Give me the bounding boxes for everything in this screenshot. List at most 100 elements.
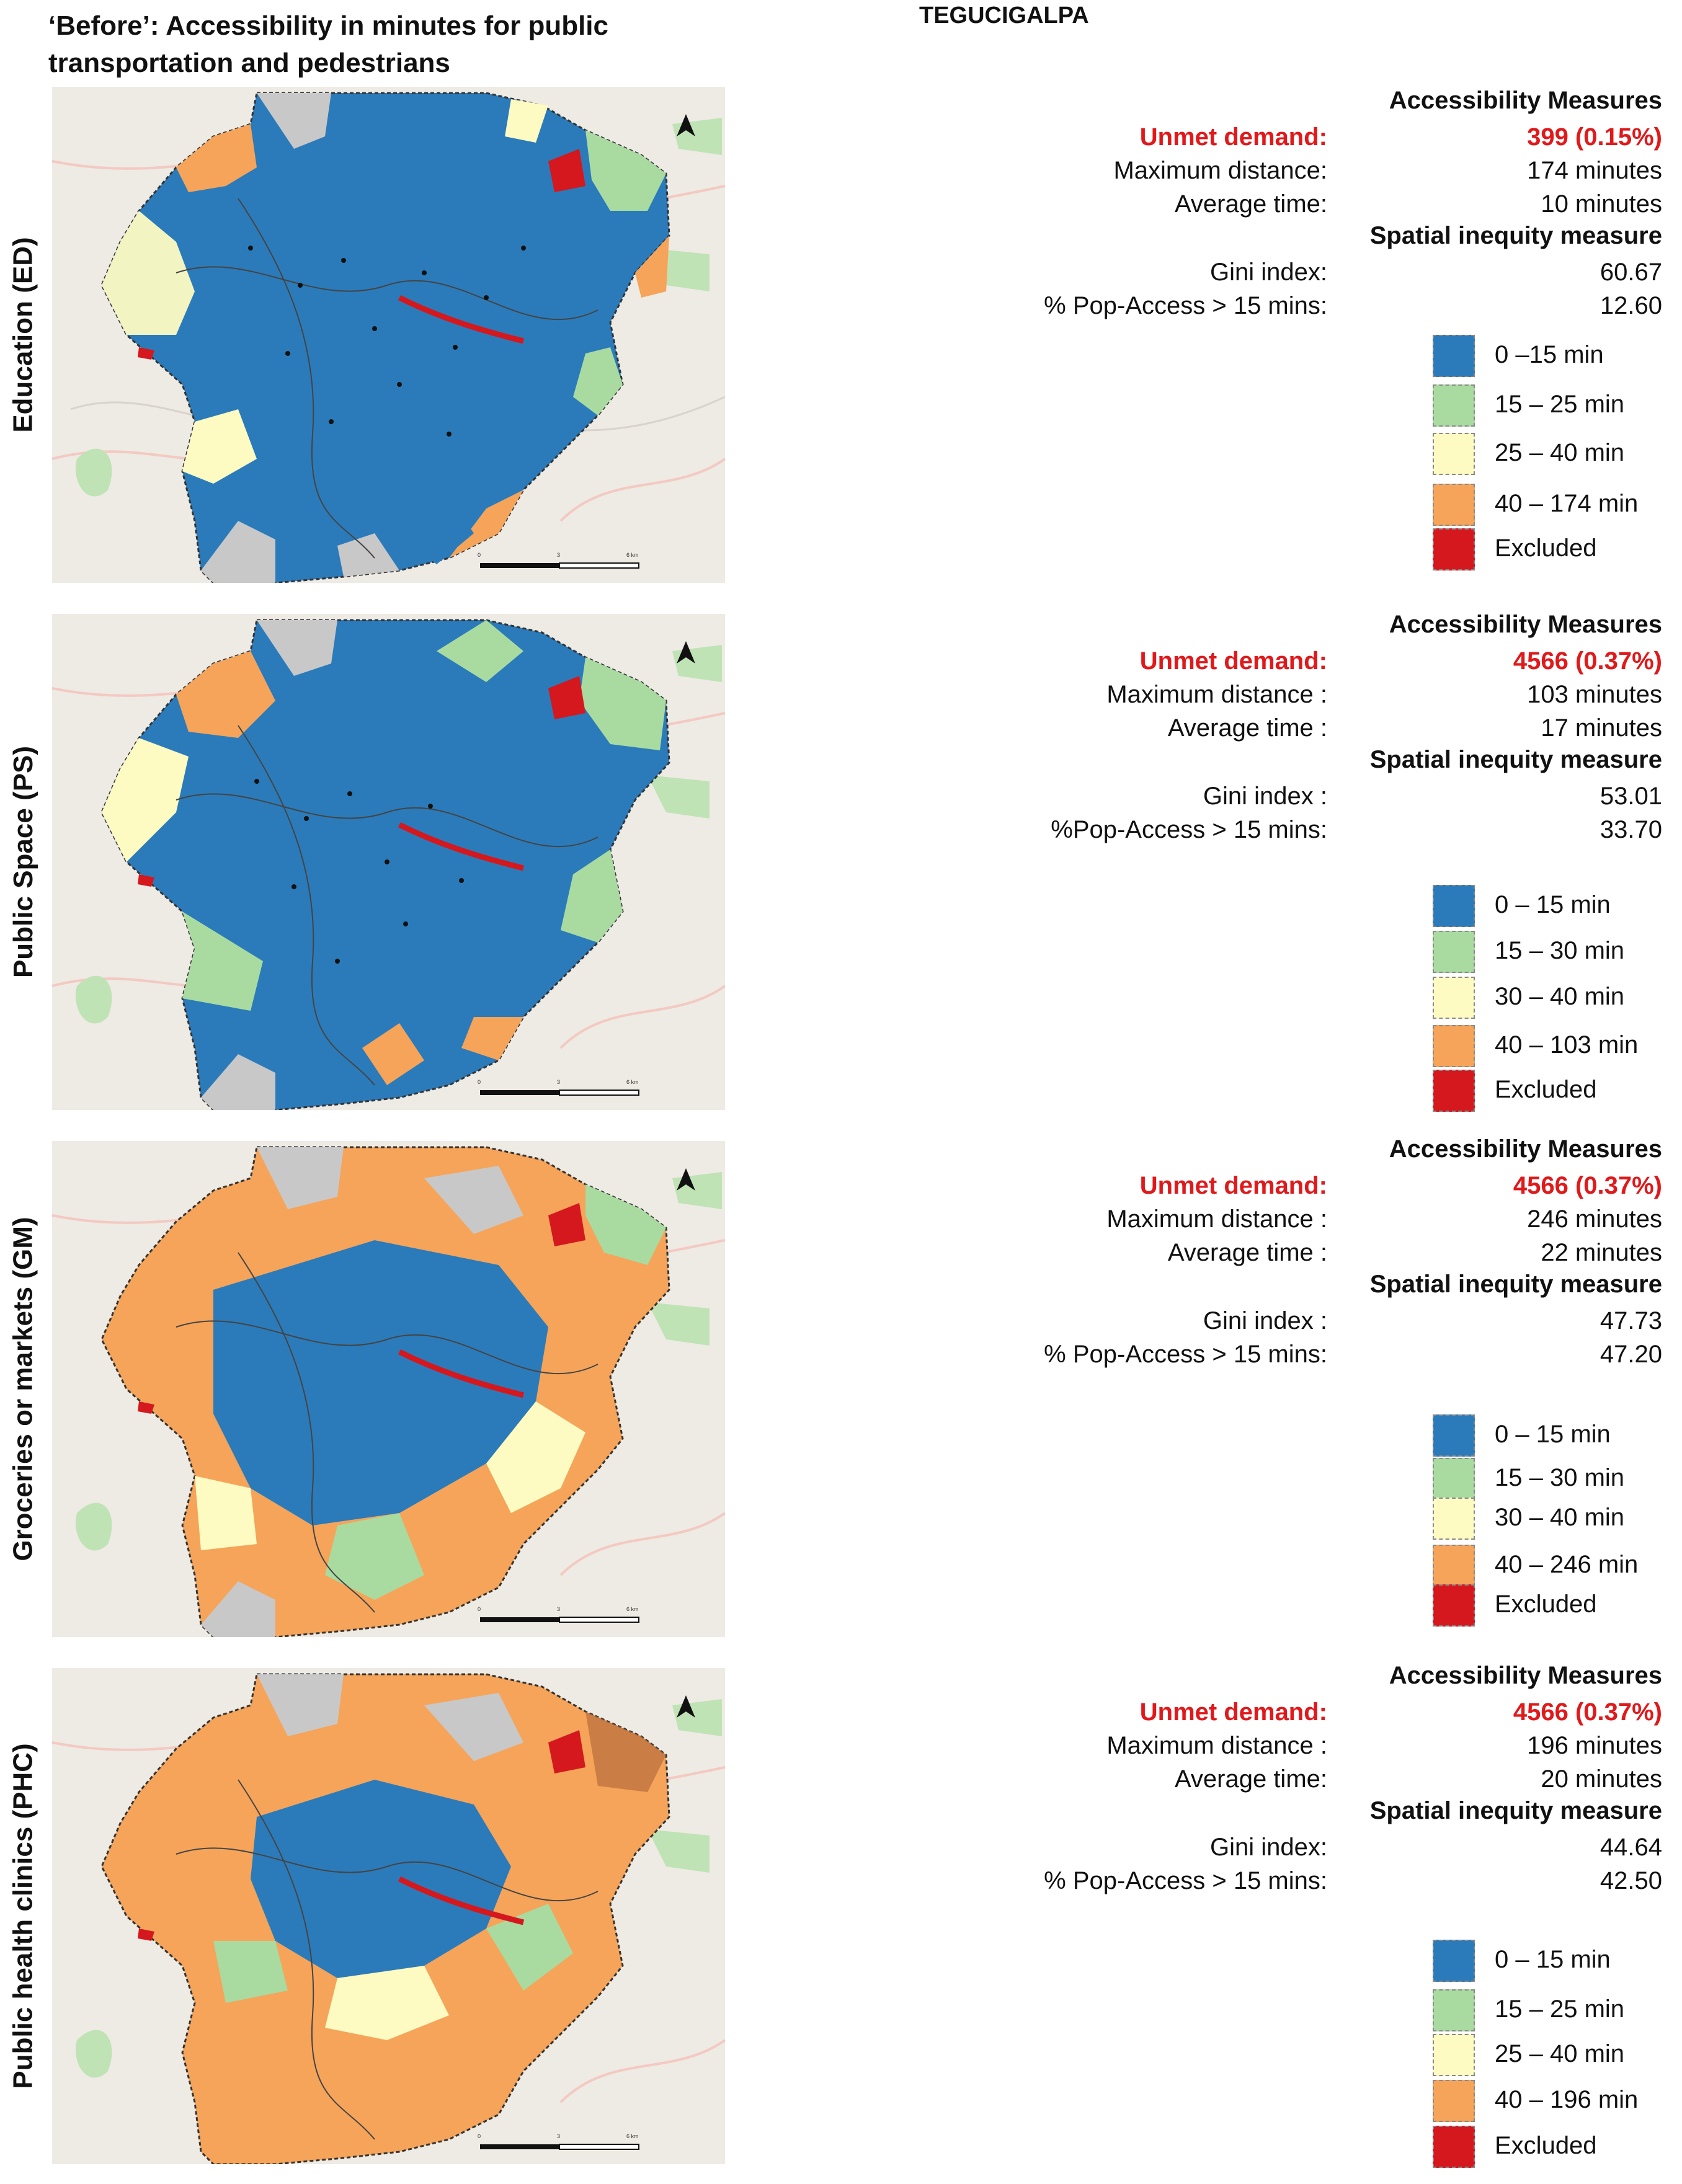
max-label: Maximum distance : — [1106, 1205, 1327, 1233]
avg-label: Average time: — [1174, 190, 1327, 218]
gini-label: Gini index : — [1203, 783, 1327, 810]
avg-label: Average time : — [1167, 714, 1327, 742]
scale-bar — [480, 2144, 559, 2149]
avg-value: 20 minutes — [1541, 1765, 1662, 1793]
unmet-label: Unmet demand: — [1139, 1698, 1327, 1726]
north-arrow-icon — [677, 1695, 695, 1718]
legend-swatch-1 — [1433, 384, 1475, 427]
legend-swatch-excluded — [1433, 2126, 1475, 2168]
gini-value: 47.73 — [1600, 1307, 1662, 1334]
max-value: 174 minutes — [1527, 157, 1662, 184]
row-label-education: Education (ED) — [8, 237, 39, 433]
unmet-value: 4566 (0.37%) — [1513, 1698, 1662, 1726]
pop-value: 42.50 — [1600, 1867, 1662, 1894]
accessibility-header: Accessibility Measures — [1389, 1662, 1662, 1689]
legend-item: 0 –15 min — [1433, 335, 1668, 377]
map-education[interactable]: 0 3 6 km — [52, 87, 725, 583]
legend-item: 40 – 196 min — [1433, 2080, 1668, 2122]
spatial-header: Spatial inequity measure — [1369, 222, 1662, 249]
map-public-space[interactable]: 0 3 6 km — [52, 614, 725, 1110]
scale-label-0: 0 — [478, 552, 481, 558]
legend-swatch-2 — [1433, 2034, 1475, 2076]
north-arrow-icon — [677, 1168, 695, 1191]
map-health-clinics[interactable]: 0 3 6 km — [52, 1668, 725, 2164]
legend-swatch-excluded — [1433, 1584, 1475, 1627]
legend-item: 30 – 40 min — [1433, 1498, 1668, 1540]
measures-panel-health-clinics: Accessibility Measures Unmet demand: 4566… — [930, 1662, 1675, 2183]
spatial-header: Spatial inequity measure — [1369, 1271, 1662, 1298]
unmet-value: 4566 (0.37%) — [1513, 1172, 1662, 1199]
legend-item: 25 – 40 min — [1433, 2034, 1668, 2076]
legend-swatch-0 — [1433, 885, 1475, 927]
legend-swatch-1 — [1433, 1989, 1475, 2031]
legend-item: 25 – 40 min — [1433, 433, 1668, 475]
legend-swatch-3 — [1433, 1545, 1475, 1587]
pop-label: % Pop-Access > 15 mins: — [1044, 1341, 1327, 1368]
gini-label: Gini index: — [1210, 259, 1327, 286]
legend-swatch-0 — [1433, 1414, 1475, 1457]
legend-swatch-0 — [1433, 335, 1475, 377]
max-label: Maximum distance : — [1106, 1732, 1327, 1759]
legend-swatch-1 — [1433, 931, 1475, 973]
legend-item: Excluded — [1433, 1070, 1668, 1112]
accessibility-header: Accessibility Measures — [1389, 611, 1662, 638]
scale-label-3: 3 — [557, 1606, 560, 1612]
row-label-public-space: Public Space (PS) — [8, 745, 39, 979]
avg-value: 17 minutes — [1541, 714, 1662, 742]
row-label-groceries: Groceries or markets (GM) — [8, 1217, 38, 1561]
scale-label-0: 0 — [478, 1606, 481, 1612]
legend-item: 30 – 40 min — [1433, 977, 1668, 1019]
scale-bar — [480, 1617, 559, 1622]
measures-panel-public-space: Accessibility Measures Unmet demand: 4566… — [930, 611, 1675, 1132]
unmet-value: 4566 (0.37%) — [1513, 647, 1662, 675]
avg-label: Average time: — [1174, 1765, 1327, 1793]
legend-item: 15 – 25 min — [1433, 384, 1668, 427]
legend-item: Excluded — [1433, 2126, 1668, 2168]
scale-label-6: 6 km — [626, 1079, 639, 1085]
legend-item: 0 – 15 min — [1433, 885, 1668, 927]
max-value: 196 minutes — [1527, 1732, 1662, 1759]
scale-label-0: 0 — [478, 1079, 481, 1085]
scale-label-3: 3 — [557, 1079, 560, 1085]
legend-swatch-1 — [1433, 1458, 1475, 1500]
legend-swatch-3 — [1433, 2080, 1475, 2122]
pop-label: %Pop-Access > 15 mins: — [1051, 816, 1327, 843]
measures-panel-groceries: Accessibility Measures Unmet demand: 4566… — [930, 1135, 1675, 1656]
gini-label: Gini index : — [1203, 1307, 1327, 1334]
scale-label-6: 6 km — [626, 552, 639, 558]
legend-swatch-3 — [1433, 484, 1475, 526]
unmet-label: Unmet demand: — [1139, 123, 1327, 151]
pop-value: 47.20 — [1600, 1341, 1662, 1368]
scale-label-0: 0 — [478, 2133, 481, 2139]
legend-item: 15 – 30 min — [1433, 1458, 1668, 1500]
pop-value: 12.60 — [1600, 292, 1662, 319]
legend-item: Excluded — [1433, 1584, 1668, 1627]
avg-label: Average time : — [1167, 1239, 1327, 1266]
accessibility-header: Accessibility Measures — [1389, 87, 1662, 114]
spatial-header: Spatial inequity measure — [1369, 1797, 1662, 1824]
max-label: Maximum distance: — [1113, 157, 1327, 184]
legend-item: 40 – 174 min — [1433, 484, 1668, 526]
legend-swatch-excluded — [1433, 528, 1475, 570]
scale-label-6: 6 km — [626, 2133, 639, 2139]
accessibility-header: Accessibility Measures — [1389, 1135, 1662, 1163]
legend-item: 0 – 15 min — [1433, 1940, 1668, 1982]
unmet-label: Unmet demand: — [1139, 647, 1327, 675]
legend-item: 40 – 103 min — [1433, 1025, 1668, 1067]
gini-value: 44.64 — [1600, 1834, 1662, 1861]
avg-value: 22 minutes — [1541, 1239, 1662, 1266]
scale-label-3: 3 — [557, 2133, 560, 2139]
map-groceries[interactable]: 0 3 6 km — [52, 1141, 725, 1637]
north-arrow-icon — [677, 641, 695, 664]
scale-bar — [480, 1090, 559, 1095]
spatial-header: Spatial inequity measure — [1369, 746, 1662, 773]
legend-item: 15 – 25 min — [1433, 1989, 1668, 2031]
legend-item: 15 – 30 min — [1433, 931, 1668, 973]
pop-label: % Pop-Access > 15 mins: — [1044, 1867, 1327, 1894]
avg-value: 10 minutes — [1541, 190, 1662, 218]
city-title: TEGUCIGALPA — [919, 2, 1089, 29]
scale-label-3: 3 — [557, 552, 560, 558]
unmet-value: 399 (0.15%) — [1527, 123, 1662, 151]
legend-item: 0 – 15 min — [1433, 1414, 1668, 1457]
figure-title: ‘Before’: Accessibility in minutes for p… — [48, 11, 608, 78]
